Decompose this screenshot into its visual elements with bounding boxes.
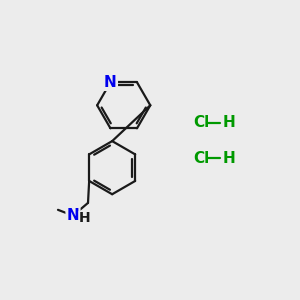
Text: H: H	[222, 151, 235, 166]
Text: Cl: Cl	[193, 151, 209, 166]
Text: N: N	[104, 75, 117, 90]
Text: Cl: Cl	[193, 115, 209, 130]
Text: N: N	[67, 208, 80, 223]
Text: H: H	[222, 115, 235, 130]
Text: H: H	[79, 212, 91, 225]
